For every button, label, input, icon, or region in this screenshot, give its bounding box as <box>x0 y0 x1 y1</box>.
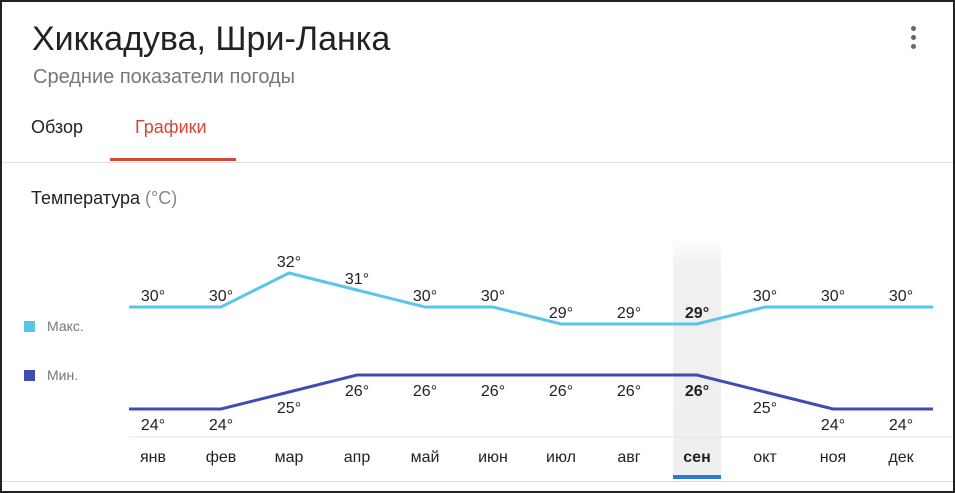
page-subtitle: Средние показатели погоды <box>33 66 296 88</box>
legend-max-swatch <box>24 321 35 332</box>
month-label-мар[interactable]: мар <box>275 449 304 466</box>
max-label-июл: 29° <box>549 305 573 322</box>
section-title: Температура (°C) <box>31 188 177 209</box>
section-unit: (°C) <box>145 188 178 208</box>
legend-max: Макс. <box>24 318 84 334</box>
bottom-divider <box>2 481 953 482</box>
max-label-сен: 29° <box>685 305 709 322</box>
max-label-мар: 32° <box>277 254 301 271</box>
selected-month-indicator <box>673 475 721 479</box>
max-label-фев: 30° <box>209 288 233 305</box>
max-label-окт: 30° <box>753 288 777 305</box>
min-label-апр: 26° <box>345 383 369 400</box>
max-label-июн: 30° <box>481 288 505 305</box>
min-temp-line <box>129 373 933 411</box>
max-label-май: 30° <box>413 288 437 305</box>
active-tab-indicator <box>110 158 236 161</box>
min-label-авг: 26° <box>617 383 641 400</box>
min-label-сен: 26° <box>685 383 709 400</box>
min-label-мар: 25° <box>277 400 301 417</box>
legend-max-label: Макс. <box>47 318 84 334</box>
legend-min: Мин. <box>24 367 78 383</box>
month-label-апр[interactable]: апр <box>344 449 371 466</box>
min-label-июл: 26° <box>549 383 573 400</box>
selected-month-highlight <box>673 238 721 478</box>
more-options-icon[interactable] <box>905 26 921 56</box>
min-label-май: 26° <box>413 383 437 400</box>
max-label-дек: 30° <box>889 288 913 305</box>
month-label-май[interactable]: май <box>411 449 440 466</box>
tab-charts[interactable]: Графики <box>135 117 207 137</box>
divider <box>2 162 953 163</box>
min-label-дек: 24° <box>889 417 913 434</box>
min-label-ноя: 24° <box>821 417 845 434</box>
max-label-авг: 29° <box>617 305 641 322</box>
max-label-апр: 31° <box>345 271 369 288</box>
max-label-ноя: 30° <box>821 288 845 305</box>
min-label-янв: 24° <box>141 417 165 434</box>
month-label-фев[interactable]: фев <box>206 449 237 466</box>
min-label-фев: 24° <box>209 417 233 434</box>
max-label-янв: 30° <box>141 288 165 305</box>
page-title: Хиккадува, Шри-Ланка <box>32 20 391 58</box>
month-label-окт[interactable]: окт <box>753 449 777 466</box>
month-label-сен[interactable]: сен <box>683 449 710 466</box>
month-label-июн[interactable]: июн <box>478 449 508 466</box>
month-label-июл[interactable]: июл <box>546 449 576 466</box>
legend-min-label: Мин. <box>47 367 79 383</box>
min-label-июн: 26° <box>481 383 505 400</box>
min-label-окт: 25° <box>753 400 777 417</box>
month-label-авг[interactable]: авг <box>617 449 640 466</box>
month-label-дек[interactable]: дек <box>888 449 914 466</box>
month-label-ноя[interactable]: ноя <box>820 449 846 466</box>
month-label-янв[interactable]: янв <box>140 449 166 466</box>
section-title-text: Температура <box>31 188 141 208</box>
max-temp-line <box>129 271 933 326</box>
legend-min-swatch <box>24 370 35 381</box>
tab-overview[interactable]: Обзор <box>31 117 83 137</box>
